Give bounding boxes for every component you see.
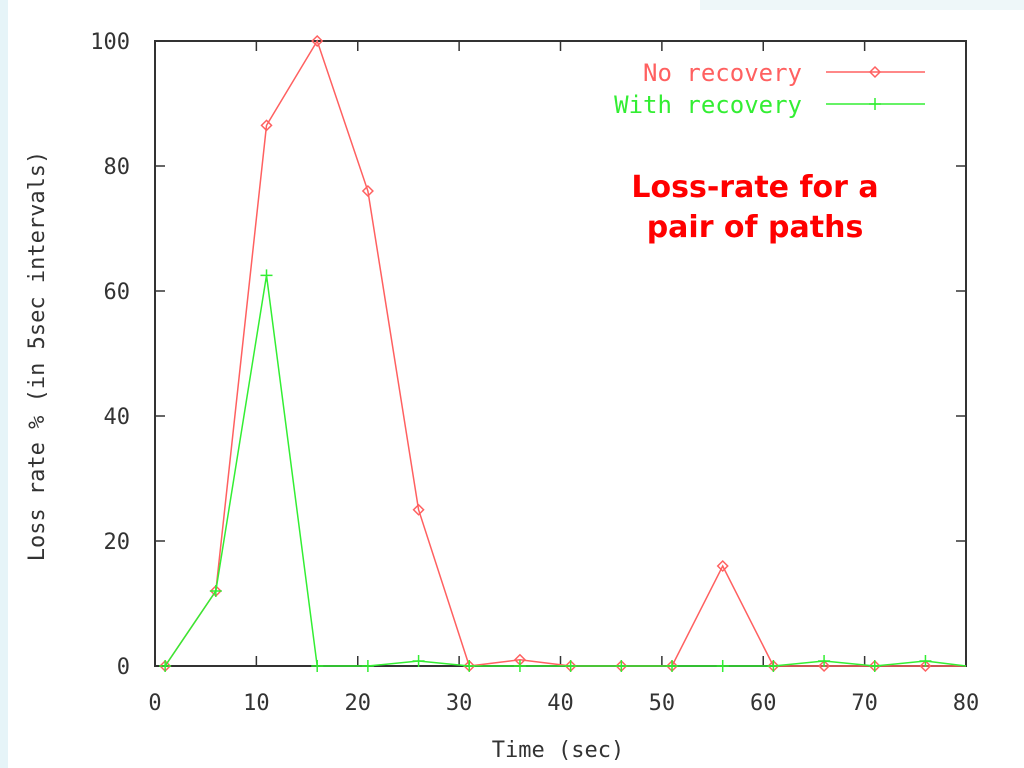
legend-label: No recovery [643, 59, 802, 87]
data-point [463, 660, 476, 672]
data-point [311, 34, 324, 48]
data-point [767, 660, 780, 672]
series-line [164, 39, 966, 667]
annotation-line-1: Loss-rate for a [631, 170, 879, 205]
y-tick-label: 80 [104, 155, 131, 180]
series-no-recovery [159, 34, 966, 673]
x-axis-label: Time (sec) [492, 738, 624, 763]
x-tick-label: 40 [547, 691, 574, 716]
data-point [513, 660, 526, 672]
x-tick-label: 30 [446, 691, 473, 716]
series-line [164, 275, 967, 667]
data-point [412, 655, 425, 667]
data-point [412, 503, 425, 516]
chart-annotation: Loss-rate for a pair of paths [575, 168, 935, 248]
data-point [209, 585, 222, 597]
left-accent-bar [0, 0, 8, 768]
x-tick-label: 60 [750, 691, 777, 716]
data-point [716, 660, 729, 672]
data-point [666, 660, 679, 672]
data-point [361, 184, 374, 198]
x-tick-label: 20 [345, 691, 372, 716]
top-accent-bar [700, 0, 1024, 10]
legend-marker [868, 65, 882, 79]
x-tick-label: 80 [953, 691, 980, 716]
data-point [818, 655, 831, 667]
annotation-line-2: pair of paths [646, 210, 864, 245]
x-tick-label: 10 [243, 691, 270, 716]
data-point [260, 269, 273, 282]
legend-label: With recovery [614, 91, 802, 119]
series-with-recovery [159, 269, 967, 672]
y-tick-label: 100 [90, 30, 130, 55]
data-point [159, 660, 172, 672]
y-tick-label: 20 [104, 530, 131, 555]
x-tick-label: 50 [649, 691, 676, 716]
data-point [716, 559, 729, 573]
x-tick-label: 70 [851, 691, 878, 716]
y-tick-label: 0 [117, 655, 130, 680]
legend-marker [869, 98, 881, 110]
y-tick-label: 40 [104, 405, 131, 430]
data-point [919, 659, 932, 673]
data-point [564, 660, 577, 672]
data-point [260, 119, 273, 132]
x-tick-label: 0 [148, 691, 161, 716]
data-point [361, 660, 374, 672]
y-axis-label: Loss rate % (in 5sec intervals) [25, 151, 50, 562]
data-point [919, 655, 932, 667]
data-point [868, 660, 881, 672]
y-tick-label: 60 [104, 280, 131, 305]
data-point [615, 660, 628, 672]
data-point [818, 659, 831, 673]
data-point [311, 660, 324, 672]
